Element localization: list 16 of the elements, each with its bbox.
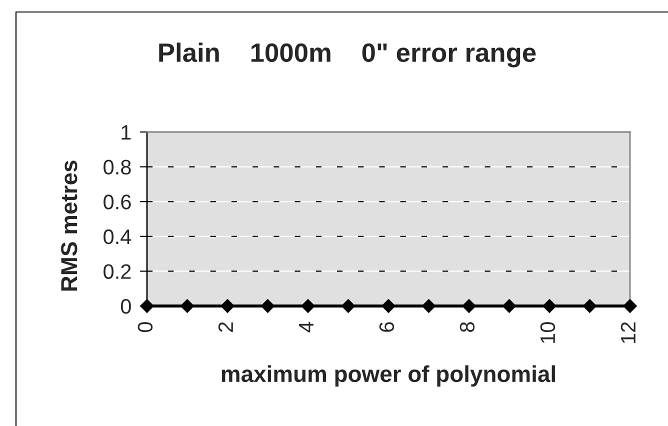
y-tick-label: 0.4 [104,229,132,244]
y-tick-label: 0.2 [104,264,131,279]
chart-title: Plain 1000m 0" error range [159,42,536,68]
x-tick-label: 2 [218,322,233,332]
x-tick-label: 4 [299,322,314,332]
y-tick-label: 1 [122,125,131,140]
x-tick-label: 12 [620,322,636,343]
y-axis-title: RMS metres [61,160,78,291]
x-tick-label: 6 [379,322,394,332]
y-tick-label: 0 [120,299,131,314]
x-tick-label: 10 [540,322,556,343]
x-tick-label: 0 [138,322,153,332]
x-axis-title: maximum power of polynomial [222,365,555,387]
x-tick-label: 8 [460,322,475,332]
y-tick-label: 0.6 [104,194,131,210]
y-tick-label: 0.8 [104,160,131,175]
